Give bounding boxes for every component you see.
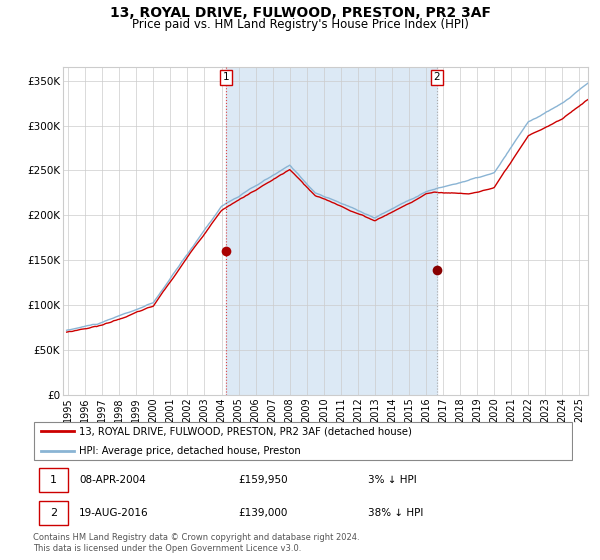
Text: HPI: Average price, detached house, Preston: HPI: Average price, detached house, Pres… [79,446,301,456]
FancyBboxPatch shape [40,501,68,525]
Text: 19-AUG-2016: 19-AUG-2016 [79,508,149,518]
Text: £139,000: £139,000 [238,508,287,518]
Text: £159,950: £159,950 [238,475,288,486]
Text: Contains HM Land Registry data © Crown copyright and database right 2024.
This d: Contains HM Land Registry data © Crown c… [33,533,359,553]
Text: 1: 1 [223,72,229,82]
Text: 2: 2 [433,72,440,82]
Text: 13, ROYAL DRIVE, FULWOOD, PRESTON, PR2 3AF: 13, ROYAL DRIVE, FULWOOD, PRESTON, PR2 3… [110,6,491,20]
Text: 13, ROYAL DRIVE, FULWOOD, PRESTON, PR2 3AF (detached house): 13, ROYAL DRIVE, FULWOOD, PRESTON, PR2 3… [79,426,412,436]
Text: 08-APR-2004: 08-APR-2004 [79,475,146,486]
Text: 38% ↓ HPI: 38% ↓ HPI [368,508,423,518]
FancyBboxPatch shape [34,422,572,460]
Text: 3% ↓ HPI: 3% ↓ HPI [368,475,416,486]
Bar [226,67,437,395]
Text: 1: 1 [50,475,57,486]
Text: Price paid vs. HM Land Registry's House Price Index (HPI): Price paid vs. HM Land Registry's House … [131,18,469,31]
Text: 2: 2 [50,508,57,518]
FancyBboxPatch shape [40,468,68,492]
